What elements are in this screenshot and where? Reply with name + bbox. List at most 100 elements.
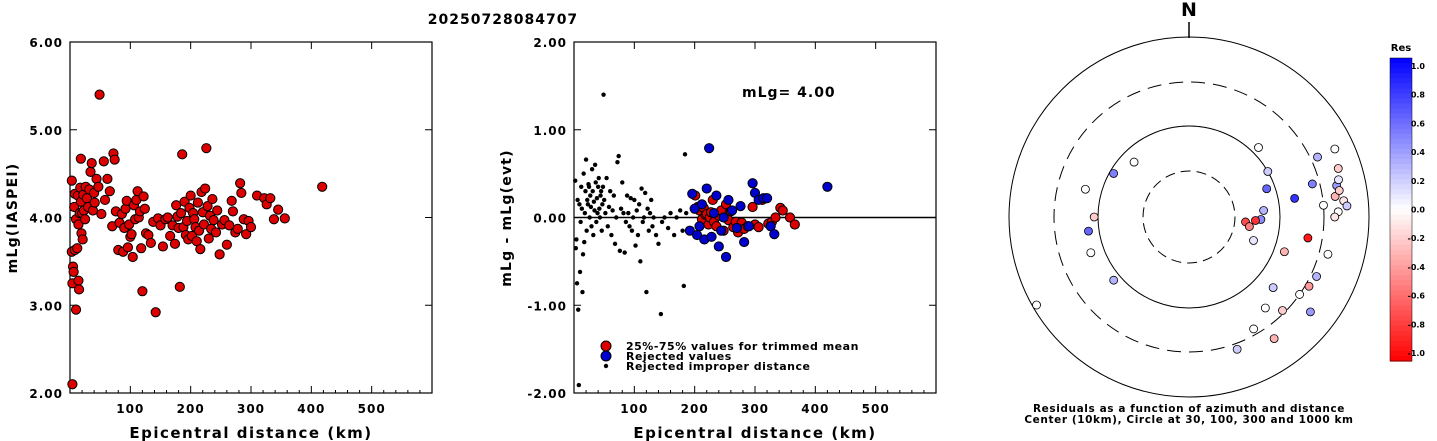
plot2-dot bbox=[597, 206, 602, 211]
polar-point bbox=[1279, 247, 1289, 257]
polar-point bbox=[1304, 281, 1314, 291]
plot1-point bbox=[268, 214, 280, 225]
plot2-dot bbox=[629, 228, 635, 233]
polar-point bbox=[1334, 175, 1343, 185]
colorbar-segment bbox=[1390, 214, 1412, 221]
plot2-point bbox=[726, 205, 738, 216]
plot1-point bbox=[265, 193, 276, 204]
plot2-y-tick-label: 0.00 bbox=[533, 212, 567, 226]
polar-point bbox=[1109, 169, 1119, 178]
plot2-dot bbox=[599, 228, 604, 233]
colorbar-segment bbox=[1390, 335, 1412, 342]
plot2-point bbox=[739, 236, 750, 248]
plot2-dot bbox=[606, 204, 612, 210]
plot2-dot bbox=[681, 283, 687, 289]
ring-dashed-inner bbox=[1142, 170, 1236, 264]
plot1-point bbox=[241, 229, 252, 240]
plot2-dot bbox=[642, 190, 648, 196]
plot2-point bbox=[696, 199, 708, 210]
plot2-dot bbox=[612, 241, 618, 247]
colorbar-frame bbox=[1389, 57, 1413, 362]
plot1-point bbox=[175, 208, 187, 219]
plot2-point bbox=[723, 194, 734, 206]
plot2-dot bbox=[623, 219, 629, 225]
legend-label-rejected-values: Rejected values bbox=[626, 350, 732, 363]
colorbar-tick-label: 0.6 bbox=[1411, 119, 1426, 128]
plot2-dot bbox=[622, 250, 627, 255]
plot2-dot bbox=[592, 162, 598, 168]
plot2-point bbox=[713, 241, 724, 252]
colorbar-segment bbox=[1390, 148, 1412, 155]
colorbar-segment bbox=[1390, 118, 1412, 125]
polar-point bbox=[1254, 143, 1263, 152]
plot1-point bbox=[127, 251, 138, 263]
polar-point bbox=[1278, 306, 1287, 315]
plot2-dot bbox=[598, 188, 604, 194]
plot1-point bbox=[86, 157, 97, 169]
colorbar-segment bbox=[1390, 58, 1412, 64]
colorbar-segment bbox=[1390, 355, 1412, 362]
plot2-dot bbox=[610, 208, 615, 213]
polar-caption-line1: Residuals as a function of azimuth and d… bbox=[1033, 403, 1345, 415]
plot2-point bbox=[711, 190, 722, 201]
plot1-point bbox=[224, 220, 235, 231]
plot2-dot bbox=[577, 202, 582, 207]
plot2-dot bbox=[614, 215, 619, 220]
polar-point bbox=[1313, 152, 1322, 162]
colorbar-ticks: 1.0 0.8 0.6 0.4 0.2 0.0 -0.2 -0.4 -0.6 -0.8 -1.0 bbox=[1408, 62, 1426, 358]
ring-solid-inner bbox=[1097, 125, 1281, 309]
plot2-dot bbox=[668, 210, 673, 216]
plot2-dot bbox=[649, 197, 654, 203]
plot1-point bbox=[232, 223, 243, 235]
north-label: N bbox=[1181, 0, 1197, 21]
plot1-point bbox=[207, 193, 218, 205]
plot1-point bbox=[165, 230, 176, 242]
plot2-dot bbox=[601, 197, 607, 203]
plot1-point bbox=[96, 208, 107, 220]
plot1-x-axis-label: Epicentral distance (km) bbox=[129, 424, 372, 441]
plot2-x-tick-label: 300 bbox=[741, 402, 769, 416]
colorbar-segment bbox=[1390, 330, 1412, 337]
plot1-point bbox=[208, 215, 219, 226]
plot2-x-tick-label: 100 bbox=[620, 402, 648, 416]
plot1-point bbox=[72, 243, 83, 254]
plot2-dot bbox=[641, 215, 647, 220]
plot2-dot bbox=[583, 188, 588, 194]
plot2-dot bbox=[650, 224, 655, 229]
plot1-point bbox=[192, 197, 204, 208]
plot2-point bbox=[784, 212, 796, 223]
colorbar bbox=[1389, 57, 1413, 362]
plot2-dot bbox=[584, 228, 589, 233]
plot1-point bbox=[202, 200, 213, 212]
plot1-point bbox=[73, 219, 84, 230]
plot2-dot bbox=[659, 219, 665, 225]
polar-point bbox=[1306, 307, 1315, 317]
plot2-dot bbox=[628, 195, 633, 201]
plot2-dot bbox=[573, 246, 579, 251]
plot2-dot bbox=[603, 210, 608, 216]
plot2-dot bbox=[582, 239, 587, 245]
plot1-point bbox=[245, 222, 257, 233]
polar-point bbox=[1319, 200, 1328, 210]
plot2-dot bbox=[600, 184, 606, 189]
plot2-dot bbox=[585, 197, 590, 203]
plot1-y-ticks: 2.00 3.00 4.00 5.00 6.00 bbox=[29, 36, 432, 401]
colorbar-segment bbox=[1390, 164, 1412, 170]
colorbar-segment bbox=[1390, 83, 1412, 89]
plot2-dot bbox=[574, 281, 580, 286]
colorbar-segment bbox=[1390, 229, 1412, 236]
plot1-x-ticks: 100 200 300 400 500 bbox=[81, 42, 421, 416]
colorbar-title: Res bbox=[1391, 43, 1411, 54]
plot2-dot bbox=[634, 208, 639, 213]
plot1-point bbox=[70, 304, 82, 315]
plot2-dot bbox=[633, 243, 638, 248]
plot2-dot bbox=[671, 232, 677, 238]
plot2-point bbox=[761, 193, 773, 204]
colorbar-segment bbox=[1390, 133, 1412, 140]
colorbar-segment bbox=[1390, 209, 1412, 216]
plot2-dot bbox=[639, 186, 644, 191]
plot1-point bbox=[79, 214, 91, 225]
plot2-dot bbox=[575, 197, 580, 203]
plot1-point bbox=[227, 206, 238, 217]
plot2-dot bbox=[653, 232, 659, 238]
